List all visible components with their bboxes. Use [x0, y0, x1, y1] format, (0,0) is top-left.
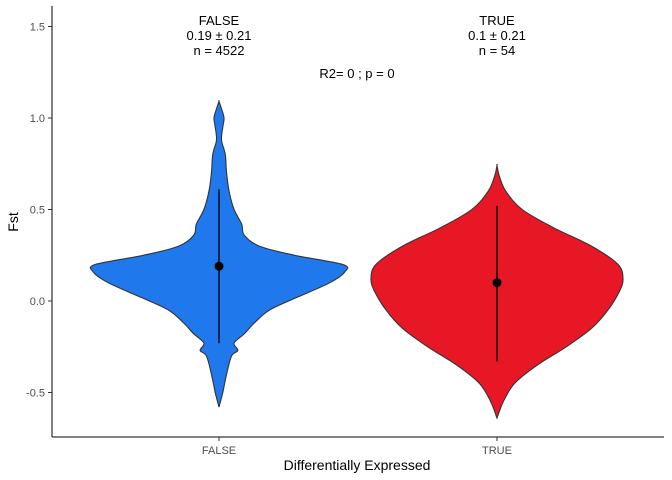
y-axis-title: Fst: [5, 212, 21, 232]
violins-layer: [89, 100, 624, 420]
x-ticks: FALSE TRUE: [202, 437, 512, 457]
y-tick-label: 1.5: [30, 22, 45, 34]
y-tick-label: -0.5: [26, 388, 45, 400]
group-label-line: n = 54: [479, 43, 516, 58]
group-label-line: FALSE: [199, 13, 240, 28]
x-tick-label: TRUE: [482, 445, 512, 457]
stats-annotation: R2= 0 ; p = 0: [319, 66, 394, 81]
y-tick-label: 0.5: [30, 205, 45, 217]
axes-layer: [51, 6, 664, 438]
mean-point-true: [492, 278, 502, 288]
x-axis-title: Differentially Expressed: [284, 457, 431, 473]
group-label-line: 0.19 ± 0.21: [187, 28, 252, 43]
y-tick-label: 0.0: [30, 296, 45, 308]
x-tick-label: FALSE: [202, 445, 236, 457]
y-ticks: -0.5 0.0 0.5 1.0 1.5: [26, 22, 52, 400]
y-tick-label: 1.0: [30, 113, 45, 125]
mean-point-false: [214, 261, 224, 271]
group-label-line: n = 4522: [194, 43, 245, 58]
group-label-line: TRUE: [479, 13, 515, 28]
group-label-line: 0.1 ± 0.21: [468, 28, 526, 43]
